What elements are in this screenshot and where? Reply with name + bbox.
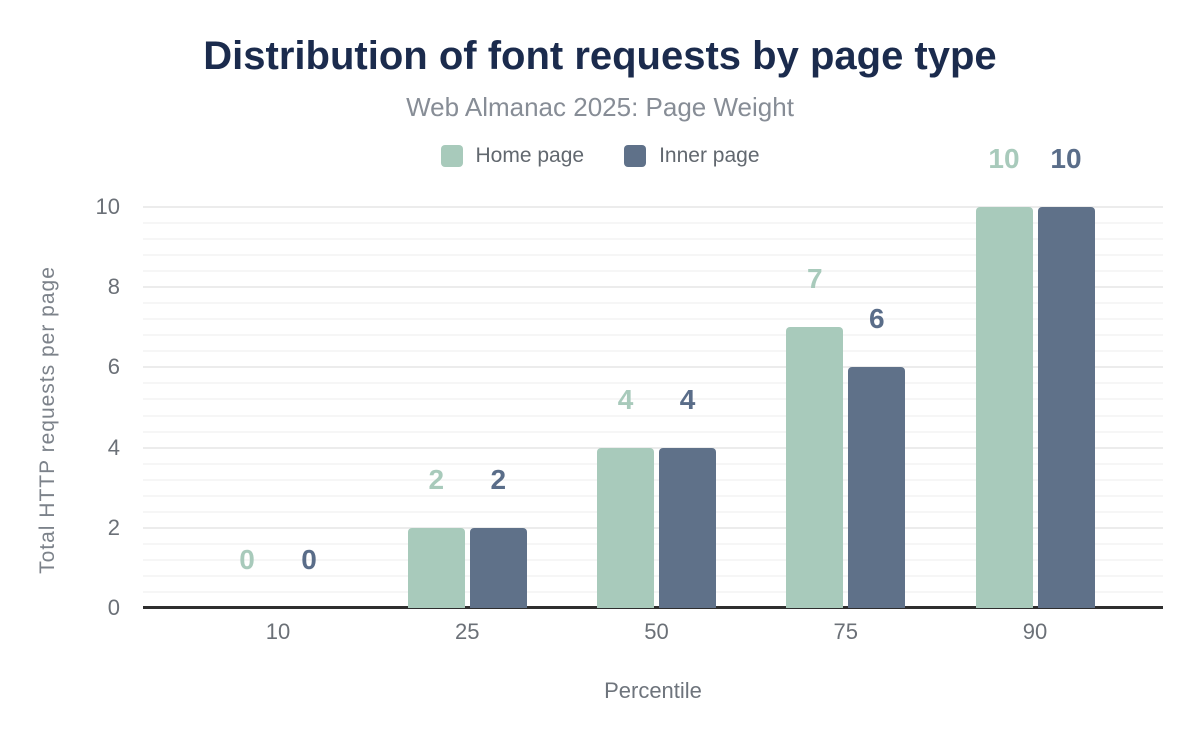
y-tick-label: 4 — [107, 434, 120, 460]
legend-item-home-page[interactable]: Home page — [440, 144, 585, 168]
minor-gridline — [143, 398, 1163, 401]
bar-value-label: 4 — [679, 383, 696, 415]
chart-subtitle: Web Almanac 2025: Page Weight — [406, 92, 794, 122]
x-axis-title: Percentile — [604, 678, 702, 703]
bar-value-label: 0 — [239, 544, 255, 575]
legend-label: Home page — [475, 144, 585, 167]
x-tick-label: 25 — [455, 619, 480, 644]
bar-value-label: 6 — [868, 303, 885, 335]
minor-gridline — [143, 334, 1163, 337]
minor-gridline — [143, 238, 1163, 241]
major-gridline — [143, 446, 1163, 449]
legend-label: Inner page — [659, 144, 760, 167]
legend-swatch — [440, 145, 463, 167]
bar-value-label: 0 — [301, 544, 317, 575]
x-tick-label: 90 — [1022, 619, 1048, 644]
minor-gridline — [143, 222, 1163, 225]
bar-home-page-p50[interactable] — [597, 447, 654, 608]
minor-gridline — [143, 302, 1163, 305]
minor-gridline — [143, 270, 1163, 273]
minor-gridline — [143, 318, 1163, 321]
chart-title: Distribution of font requests by page ty… — [203, 34, 997, 78]
major-gridline — [143, 286, 1163, 289]
bar-home-page-p75[interactable] — [786, 327, 844, 608]
minor-gridline — [143, 414, 1163, 417]
bar-home-page-p25[interactable] — [407, 527, 465, 608]
bar-value-label: 2 — [428, 463, 445, 495]
minor-gridline — [143, 350, 1163, 353]
bar-value-label: 10 — [1050, 143, 1082, 174]
x-tick-label: 10 — [265, 619, 291, 644]
legend: Home page Inner page — [330, 143, 870, 169]
major-gridline — [143, 366, 1163, 369]
bar-value-label: 10 — [988, 143, 1020, 174]
bar-value-label: 4 — [617, 383, 634, 415]
bar-inner-page-p25[interactable] — [469, 527, 527, 608]
y-tick-label: 6 — [107, 354, 120, 380]
bar-inner-page-p75[interactable] — [848, 367, 906, 608]
legend-item-inner-page[interactable]: Inner page — [624, 144, 760, 168]
y-tick-label: 8 — [107, 274, 120, 300]
y-tick-label: 10 — [95, 194, 120, 219]
bar-value-label: 2 — [490, 463, 507, 495]
bar-value-label: 7 — [806, 263, 823, 295]
y-tick-label: 2 — [107, 514, 120, 540]
bar-inner-page-p90[interactable] — [1037, 207, 1095, 608]
minor-gridline — [143, 382, 1163, 385]
x-tick-label: 50 — [644, 619, 669, 644]
y-tick-label: 0 — [107, 595, 120, 620]
x-tick-label: 75 — [833, 619, 858, 644]
bar-home-page-p90[interactable] — [975, 207, 1033, 608]
major-gridline — [143, 206, 1163, 208]
bar-inner-page-p50[interactable] — [659, 447, 716, 608]
minor-gridline — [143, 430, 1163, 433]
minor-gridline — [143, 254, 1163, 257]
legend-swatch — [624, 145, 647, 167]
